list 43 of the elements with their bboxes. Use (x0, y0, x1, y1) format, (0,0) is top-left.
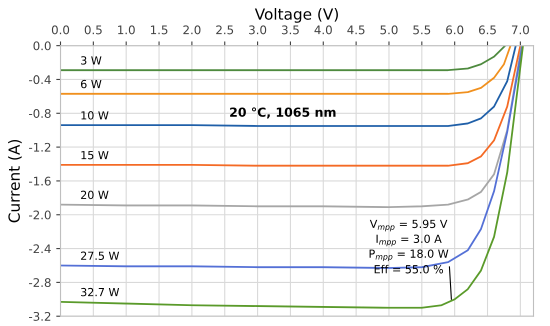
x-tick-label: 5.5 (413, 26, 430, 34)
y-tick-label: -2.4 (29, 244, 51, 254)
series-label: 27.5 W (81, 252, 120, 260)
annotation: P$_{mpp}$ = 18.0 W (370, 249, 448, 262)
y-tick-label: -1.2 (29, 142, 50, 152)
annotation: 20 °C, 1065 nm (230, 107, 336, 119)
series-label: 20 W (81, 190, 108, 200)
annotation: V$_{mpp}$ = 5.95 V (370, 220, 448, 232)
y-tick-label: 0.0 (33, 41, 51, 50)
x-axis-title: Voltage (V) (254, 8, 338, 23)
series-label: 6 W (80, 80, 102, 88)
x-tick-label: 0.5 (84, 25, 102, 34)
x-tick-label: 3.5 (282, 25, 299, 34)
y-axis-title: Current (A) (8, 140, 22, 222)
series-label: 3 W (81, 56, 102, 65)
y-tick-label: -2.0 (29, 210, 51, 220)
x-tick-label: 4.0 (314, 25, 332, 34)
line-series (60, 46, 522, 167)
x-tick-label: 3.0 (249, 25, 266, 34)
line-series (60, 46, 524, 309)
x-tick-label: 1.0 (118, 25, 135, 34)
series-label: 15 W (81, 151, 108, 160)
x-tick-label: 2.5 (216, 25, 234, 34)
line-series (60, 46, 517, 127)
y-tick-label: -3.2 (29, 312, 50, 321)
line-series (60, 46, 523, 208)
x-tick-label: 4.5 (347, 26, 364, 34)
x-tick-label: 6.0 (446, 25, 464, 34)
y-tick-label: -0.4 (29, 75, 51, 84)
line-series (60, 46, 506, 72)
annotation: I$_{mpp}$ = 3.0 A (376, 234, 442, 246)
y-tick-label: -1.6 (29, 176, 51, 186)
x-tick-label: 7.0 (512, 25, 529, 34)
x-tick-label: 5.0 (380, 25, 398, 34)
line-series (60, 46, 512, 95)
y-tick-label: -0.8 (29, 109, 51, 118)
x-tick-label: 1.5 (150, 26, 168, 34)
series-label: 10 W (81, 111, 108, 120)
series-label: 32.7 W (81, 288, 120, 296)
x-tick-label: 0.0 (52, 25, 70, 34)
x-tick-label: 6.5 (478, 25, 496, 34)
y-tick-label: -2.8 (29, 278, 51, 288)
x-tick-label: 2.0 (183, 25, 200, 34)
